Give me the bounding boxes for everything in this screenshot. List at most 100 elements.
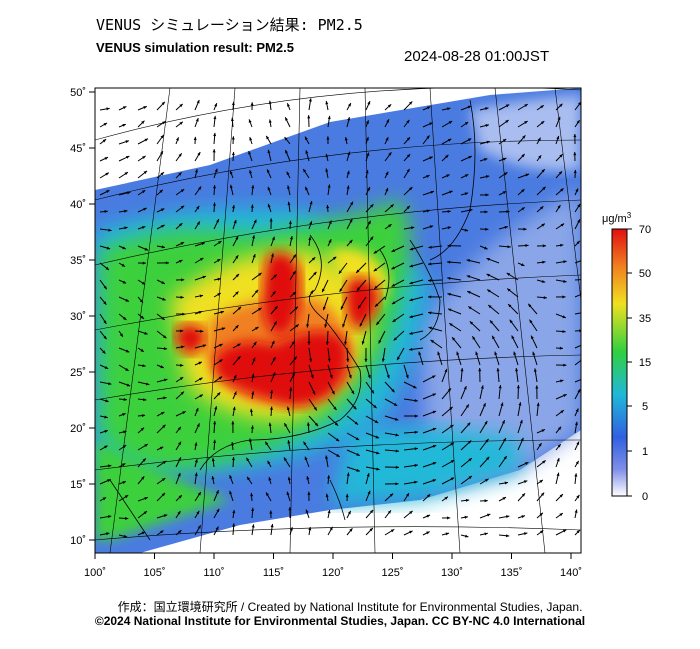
wind-arrow [375,313,386,326]
wind-arrow [475,351,481,366]
wind-arrow [574,119,581,128]
wind-arrow [536,186,546,196]
wind-arrow [437,351,443,366]
wind-arrow [251,373,255,383]
wind-arrow [269,218,273,230]
wind-arrow [194,394,204,400]
lon-tick-label: 115˚ [263,567,284,579]
wind-arrow [286,406,291,417]
wind-arrow [156,279,166,285]
wind-arrow [555,426,562,434]
wind-arrow [232,306,242,315]
wind-arrow [137,427,145,434]
wind-arrow [441,226,452,230]
wind-arrow [486,289,500,298]
wind-arrow [211,457,215,468]
wind-arrow [428,326,443,332]
wind-arrow [409,279,424,285]
wind-arrow [384,510,392,519]
wind-arrow [422,531,430,536]
wind-arrow [339,279,348,293]
wind-arrow [573,152,577,162]
wind-arrow [156,120,166,128]
wind-arrow [422,479,437,485]
wind-arrow [384,381,395,393]
wind-arrow [517,515,526,519]
wind-arrow [175,363,184,367]
wind-arrow [507,303,519,315]
wind-arrow [232,324,239,332]
wind-arrow [555,187,564,196]
wind-arrow [536,460,546,468]
wind-arrow [251,391,255,400]
wind-arrow [194,524,202,536]
wind-arrow [342,313,348,328]
wind-arrow [231,151,235,162]
wind-arrow [355,262,367,274]
wind-arrow [365,398,377,409]
wind-arrow [137,225,146,230]
wind-arrow [194,242,206,247]
wind-arrow [555,170,563,179]
wind-arrow [441,406,453,417]
wind-arrow [536,279,546,283]
wind-arrow [364,347,368,363]
wind-arrow [213,218,220,230]
wind-arrow [460,534,469,538]
wind-arrow [486,257,500,264]
wind-arrow [555,279,567,283]
wind-arrow [194,99,200,111]
wind-arrow [479,227,489,231]
wind-arrow [422,106,431,111]
lon-tick-label: 140˚ [560,567,582,579]
wind-arrow [373,279,386,290]
map-frame [94,87,582,554]
wind-arrow [427,278,443,283]
wind-arrow [422,427,437,434]
wind-arrow [137,207,147,213]
wind-arrow [403,168,410,179]
wind-vectors [99,98,581,538]
wind-arrow [156,150,164,162]
colorbar-label: 15 [639,357,651,369]
wind-arrow [513,351,519,366]
wind-arrow [118,279,127,284]
wind-arrow [441,190,453,196]
wind-arrow [498,437,507,451]
wind-arrow [428,262,443,266]
wind-arrow [283,457,291,468]
wind-arrow [156,378,168,383]
wind-arrow [251,253,256,264]
wind-arrow [287,440,291,451]
wind-arrow [289,270,296,281]
wind-arrow [327,364,333,379]
wind-arrow [175,457,182,468]
wind-arrow [486,273,500,281]
wind-arrow [365,381,375,394]
wind-arrow [346,201,354,213]
wind-arrow [268,422,272,434]
wind-arrow [230,442,235,451]
wind-arrow [308,271,317,281]
wind-arrow [460,228,469,232]
wind-arrow [517,227,527,231]
wind-arrow [137,443,149,451]
wind-arrow [213,168,218,179]
wind-arrow [194,205,200,213]
wind-arrow [325,153,329,162]
wind-arrow [99,364,109,370]
wind-arrow [479,420,488,434]
wind-arrow [327,449,340,458]
wind-arrow [536,402,540,417]
wind-arrow [384,398,398,407]
wind-arrow [308,381,316,395]
wind-arrow [391,245,405,253]
wind-arrow [460,368,464,383]
wind-arrow [213,132,217,145]
wind-arrow [555,295,566,299]
wind-arrow [498,138,507,145]
wind-arrow [175,205,185,213]
wind-arrow [307,330,311,345]
colorbar-label: 70 [639,224,651,236]
wind-arrow [441,532,450,536]
